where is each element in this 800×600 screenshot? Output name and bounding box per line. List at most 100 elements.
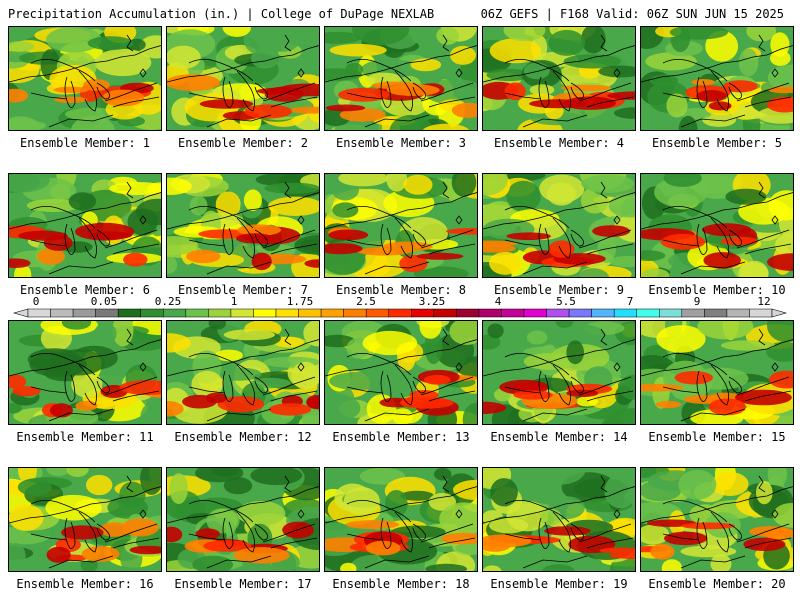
precip-field	[641, 27, 793, 130]
colorbar-tick-label: 1	[230, 295, 238, 308]
precip-map	[482, 173, 636, 278]
precip-map	[482, 26, 636, 131]
precip-field	[641, 174, 793, 277]
colorbar-tick-label: 3.25	[418, 295, 446, 308]
colorbar-segment	[72, 308, 96, 318]
colorbar-segment	[456, 308, 480, 318]
precip-map	[166, 320, 320, 425]
precip-field	[325, 174, 477, 277]
colorbar-segment	[365, 308, 389, 318]
precip-map	[324, 26, 478, 131]
precip-field	[167, 468, 319, 571]
precip-field	[483, 321, 635, 424]
colorbar-segment	[501, 308, 525, 318]
member-caption: Ensemble Member: 14	[490, 430, 628, 444]
precip-field	[9, 321, 161, 424]
precip-map	[8, 173, 162, 278]
precip-map	[166, 467, 320, 572]
member-caption: Ensemble Member: 16	[16, 577, 154, 591]
member-caption: Ensemble Member: 17	[174, 577, 312, 591]
precip-map	[640, 26, 794, 131]
precip-field	[325, 468, 477, 571]
colorbar-segment	[275, 308, 299, 318]
colorbar-segment	[681, 308, 705, 318]
colorbar-segment	[478, 308, 502, 318]
colorbar-segment	[613, 308, 637, 318]
colorbar-segment	[749, 308, 773, 318]
member-caption: Ensemble Member: 13	[332, 430, 470, 444]
colorbar-segment	[659, 308, 683, 318]
colorbar-segment	[726, 308, 750, 318]
colorbar-segment	[433, 308, 457, 318]
colorbar-segment	[253, 308, 277, 318]
colorbar-segment	[523, 308, 547, 318]
colorbar-tick-label: 2.5	[356, 295, 376, 308]
precip-map	[166, 26, 320, 131]
precip-field	[641, 468, 793, 571]
colorbar-max-arrow	[771, 308, 788, 318]
colorbar-segment	[546, 308, 570, 318]
precip-field	[483, 468, 635, 571]
member-caption: Ensemble Member: 5	[651, 136, 783, 150]
member-caption: Ensemble Member: 20	[648, 577, 786, 591]
precip-field	[325, 321, 477, 424]
colorbar-segment	[117, 308, 141, 318]
run-valid-time: 06Z GEFS | F168 Valid: 06Z SUN JUN 15 20…	[480, 7, 784, 21]
precip-field	[483, 27, 635, 130]
precip-field	[167, 174, 319, 277]
precip-map	[8, 320, 162, 425]
precipitation-colorbar	[12, 308, 788, 318]
precip-map	[8, 26, 162, 131]
precip-field	[641, 321, 793, 424]
colorbar-segment	[388, 308, 412, 318]
colorbar-segment	[163, 308, 187, 318]
precip-map	[324, 320, 478, 425]
member-caption: Ensemble Member: 8	[335, 283, 467, 297]
colorbar-segment	[298, 308, 322, 318]
member-caption: Ensemble Member: 9	[493, 283, 625, 297]
precip-map	[482, 467, 636, 572]
precip-field	[167, 321, 319, 424]
precip-map	[482, 320, 636, 425]
colorbar-segment	[343, 308, 367, 318]
colorbar-tick-label: 7	[626, 295, 634, 308]
member-caption: Ensemble Member: 12	[174, 430, 312, 444]
precip-map	[8, 467, 162, 572]
colorbar-segment	[185, 308, 209, 318]
chart-title: Precipitation Accumulation (in.) | Colle…	[8, 7, 435, 21]
precip-map	[324, 173, 478, 278]
colorbar-segment	[95, 308, 119, 318]
member-caption: Ensemble Member: 7	[177, 283, 309, 297]
colorbar-tick-label: 0.25	[154, 295, 182, 308]
colorbar-segment	[704, 308, 728, 318]
colorbar-segment	[320, 308, 344, 318]
colorbar-segment	[411, 308, 435, 318]
precip-map	[166, 173, 320, 278]
colorbar-tick-label: 5.5	[556, 295, 576, 308]
colorbar-tick-label: 9	[693, 295, 701, 308]
colorbar-tick-label: 0	[32, 295, 40, 308]
colorbar-segment	[591, 308, 615, 318]
colorbar-tick-label: 0.05	[90, 295, 118, 308]
member-caption: Ensemble Member: 3	[335, 136, 467, 150]
colorbar-segment	[208, 308, 232, 318]
member-caption: Ensemble Member: 18	[332, 577, 470, 591]
member-caption: Ensemble Member: 2	[177, 136, 309, 150]
precip-map	[324, 467, 478, 572]
member-caption: Ensemble Member: 6	[19, 283, 151, 297]
colorbar-tick-label: 1.75	[286, 295, 314, 308]
member-caption: Ensemble Member: 1	[19, 136, 151, 150]
colorbar-tick-label: 4	[494, 295, 502, 308]
precip-field	[9, 27, 161, 130]
colorbar-segment	[636, 308, 660, 318]
member-caption: Ensemble Member: 19	[490, 577, 628, 591]
member-caption: Ensemble Member: 10	[648, 283, 786, 297]
member-caption: Ensemble Member: 11	[16, 430, 154, 444]
precip-field	[325, 27, 477, 130]
colorbar-tick-label: 12	[757, 295, 771, 308]
colorbar-segment	[230, 308, 254, 318]
precip-field	[9, 174, 161, 277]
precip-field	[9, 468, 161, 571]
colorbar-segment	[50, 308, 74, 318]
precip-field	[167, 27, 319, 130]
